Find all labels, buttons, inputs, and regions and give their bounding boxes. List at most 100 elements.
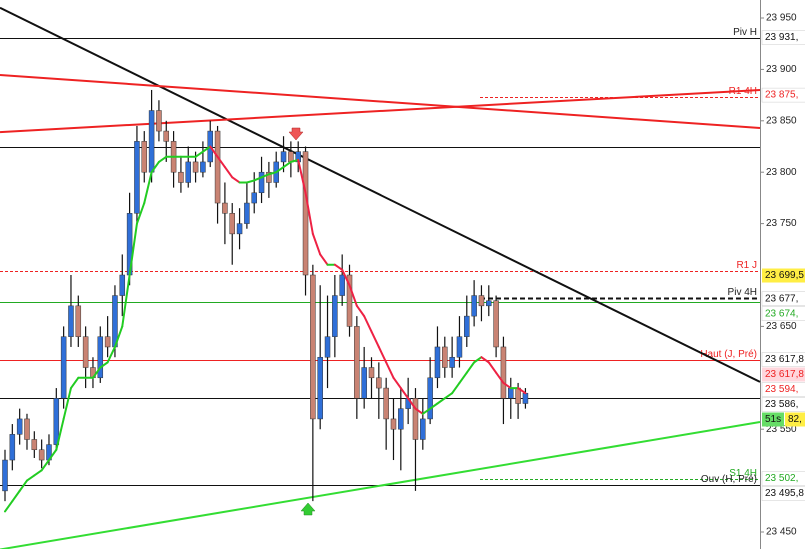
candle-body (427, 377, 433, 420)
moving-average (18, 479, 28, 492)
moving-average (502, 381, 512, 390)
moving-average (25, 474, 36, 482)
price-tag-label: 23 495,8 (765, 488, 804, 499)
price-tag (762, 268, 805, 283)
level-label: Haut (J, Pré) (700, 349, 757, 360)
candle-body (361, 367, 367, 399)
candle-body (229, 213, 235, 235)
candle-body (244, 202, 250, 224)
price-tag-label: 23 677, (765, 293, 798, 304)
candle-body (60, 336, 67, 399)
candle-body (449, 356, 455, 368)
y-tick-label: 23 650 (766, 321, 797, 332)
price-tag-label: 23 502, (765, 473, 798, 484)
price-tag (761, 382, 805, 397)
price-tag (761, 471, 805, 486)
y-tick-label: 23 450 (766, 527, 797, 538)
candle-body (434, 346, 441, 379)
moving-average (157, 155, 168, 163)
moving-average (443, 392, 454, 400)
candle-body (200, 161, 206, 173)
moving-average (495, 371, 505, 384)
y-tick-label: 23 550 (766, 424, 797, 435)
moving-average (113, 325, 124, 348)
candle-body (442, 346, 448, 368)
price-tag-label: 23 875, (765, 90, 798, 101)
price-tag (761, 352, 805, 367)
candle-body (368, 367, 375, 379)
price-tag-label: 23 699,5 (765, 270, 804, 281)
price-tag-label: 23 674, (765, 308, 798, 319)
moving-average (121, 274, 131, 328)
moving-average (128, 222, 138, 276)
candle-body (412, 398, 419, 440)
candle-body (119, 274, 126, 296)
timer-box (762, 412, 784, 427)
moving-average (392, 376, 402, 390)
moving-average (209, 145, 219, 158)
candle-body (156, 110, 162, 132)
price-tag-label: 82, (788, 414, 802, 425)
moving-average (517, 387, 527, 395)
candle-body (288, 151, 294, 163)
moving-average (4, 500, 14, 513)
moving-average (275, 166, 285, 174)
moving-average (245, 179, 256, 184)
moving-average (260, 173, 270, 179)
moving-average (473, 356, 483, 364)
moving-average (385, 361, 395, 379)
y-tick-label: 23 900 (766, 64, 797, 75)
candle-body (38, 449, 45, 461)
candle-body (163, 130, 170, 142)
candle-body (82, 336, 89, 368)
candle-body (53, 398, 60, 445)
price-axis: 23 950 23 900 23 850 23 800 23 750 23 650 23 5… (760, 13, 805, 538)
candle-body (2, 459, 8, 492)
moving-average (253, 176, 263, 182)
candle-body (16, 418, 23, 435)
moving-average (297, 158, 307, 194)
moving-average (319, 253, 329, 266)
candle-body (251, 192, 257, 204)
price-tag-label: 23 586, (765, 399, 798, 410)
candle-body (178, 171, 184, 183)
moving-average (311, 232, 322, 256)
candle-body (390, 418, 397, 430)
moving-average (267, 171, 278, 176)
trend-line (0, 421, 761, 549)
candle-body (141, 141, 148, 173)
candle-body (104, 336, 111, 348)
price-tag (761, 306, 805, 321)
trend-line (0, 88, 761, 134)
moving-average (414, 407, 424, 415)
candle-body (493, 300, 499, 348)
moving-average (348, 284, 358, 307)
price-tag-label: 23 617,8 (765, 369, 804, 380)
y-tick-label: 23 850 (766, 115, 797, 126)
candle-body (258, 171, 265, 194)
candle-body (9, 434, 16, 461)
moving-average (370, 330, 380, 348)
price-tag (762, 367, 805, 382)
candle-body (354, 326, 360, 399)
candle-body (478, 295, 485, 307)
level-label: S1 4H (729, 468, 757, 479)
moving-average (91, 366, 102, 379)
moving-average (62, 387, 72, 420)
price-tag (761, 486, 805, 501)
candle-body (192, 161, 199, 173)
moving-average (355, 304, 366, 318)
moving-average (135, 202, 146, 225)
level-label: R1 J (736, 260, 757, 271)
moving-average (106, 345, 116, 364)
candle-body (236, 223, 243, 235)
moving-average (47, 448, 58, 462)
candle-body (310, 274, 316, 420)
y-tick-label: 23 950 (766, 13, 797, 24)
candle-body (97, 336, 104, 379)
moving-average (421, 407, 432, 415)
candle-body (376, 377, 382, 389)
candle-body (302, 151, 309, 276)
moving-average (231, 176, 241, 184)
